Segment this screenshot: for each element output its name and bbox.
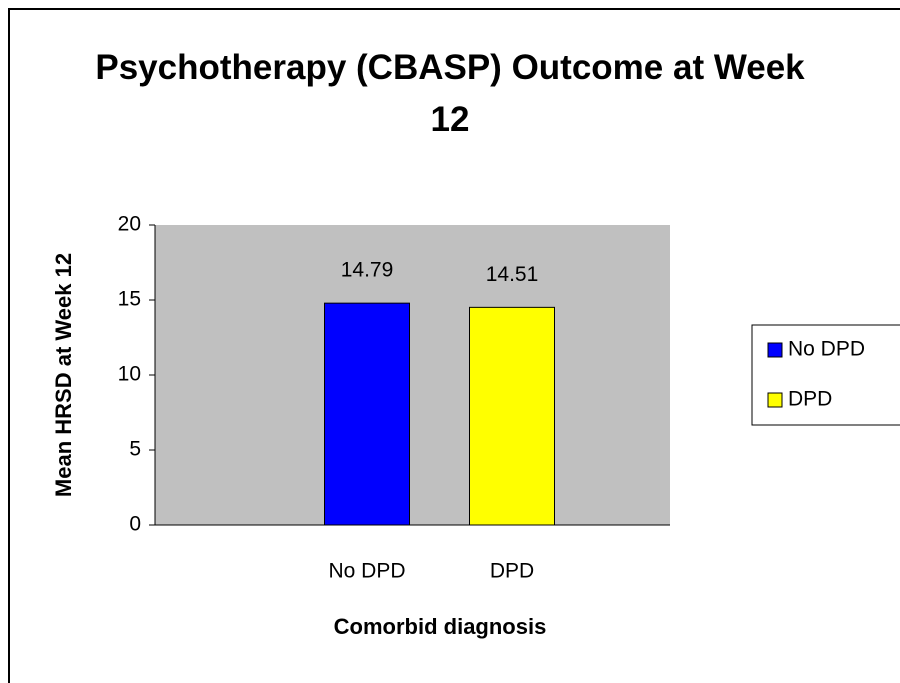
plot-area (155, 225, 670, 525)
chart-title: Psychotherapy (CBASP) Outcome at Week 12 (95, 48, 805, 139)
legend-label: DPD (788, 388, 832, 411)
y-tick-label: 0 (129, 513, 141, 536)
y-tick-label: 5 (129, 438, 141, 461)
y-tick-label: 15 (118, 288, 141, 311)
x-tick-label: DPD (490, 560, 534, 583)
data-label: 14.51 (486, 263, 539, 286)
legend-swatch (767, 342, 783, 358)
y-tick-label: 10 (118, 363, 141, 386)
x-tick-label: No DPD (328, 560, 405, 583)
y-tick-label: 20 (118, 213, 141, 236)
bar (324, 302, 410, 526)
y-axis-label: Mean HRSD at Week 12 (51, 253, 76, 497)
legend-swatch (767, 392, 783, 408)
bar (469, 306, 555, 526)
frame (8, 8, 900, 683)
x-axis-label: Comorbid diagnosis (334, 614, 547, 639)
legend-box (751, 324, 900, 426)
data-label: 14.79 (341, 259, 394, 282)
legend-label: No DPD (788, 338, 865, 361)
